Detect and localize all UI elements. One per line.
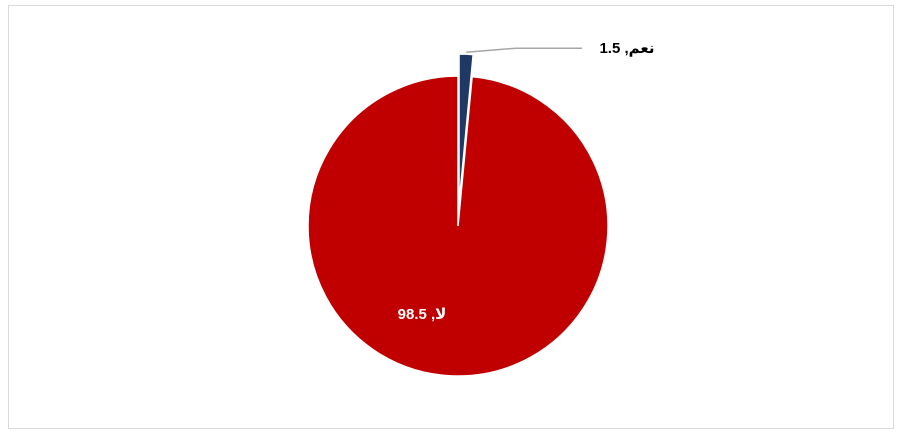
pie-slices xyxy=(307,53,609,377)
data-label-yes: نعم, 1.5 xyxy=(599,40,654,57)
data-label-no: لا, 98.5 xyxy=(398,306,447,323)
pie-slice-yes xyxy=(458,53,474,205)
pie-slice-no xyxy=(307,75,609,377)
leader-line-yes-path xyxy=(466,47,582,53)
